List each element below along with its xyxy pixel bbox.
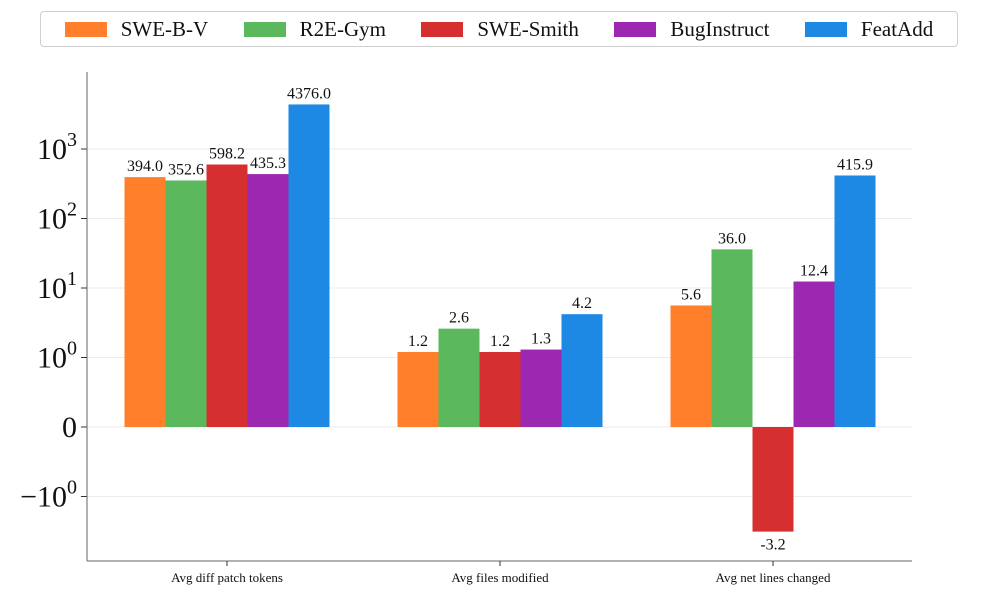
y-tick-label: 100 <box>37 338 77 375</box>
data-label: 36.0 <box>718 230 746 247</box>
x-tick-label: Avg diff patch tokens <box>171 570 283 585</box>
y-tick-label: 102 <box>37 199 77 236</box>
y-tick-label: 0 <box>62 411 77 444</box>
data-label: 394.0 <box>127 158 163 175</box>
data-label: 415.9 <box>837 156 873 173</box>
bar <box>520 349 562 427</box>
y-tick-label: 101 <box>37 268 77 305</box>
bar <box>793 281 835 427</box>
legend-swatch <box>421 21 464 37</box>
data-label: 4.2 <box>572 295 592 312</box>
bar <box>165 180 207 427</box>
bar <box>206 164 248 428</box>
bar <box>288 104 330 427</box>
y-tick-label: 103 <box>37 129 77 166</box>
legend-label: SWE-B-V <box>120 16 209 41</box>
bar <box>397 351 439 427</box>
legend-item-r2e-gym: R2E-Gym <box>243 16 386 42</box>
legend-item-featadd: FeatAdd <box>804 16 934 42</box>
bar <box>247 174 289 427</box>
bar <box>479 351 521 427</box>
bar <box>438 328 480 427</box>
legend-swatch <box>243 21 286 37</box>
data-label: 352.6 <box>168 161 204 178</box>
legend-label: SWE-Smith <box>477 16 579 41</box>
bar <box>834 175 876 427</box>
data-label: 12.4 <box>800 263 828 280</box>
bar <box>711 249 753 427</box>
data-label: 1.2 <box>490 333 510 350</box>
data-label: -3.2 <box>760 537 785 554</box>
bar <box>124 177 166 427</box>
data-label: 435.3 <box>250 155 286 172</box>
legend-swatch <box>804 21 847 37</box>
bar <box>752 427 794 532</box>
x-tick-label: Avg files modified <box>451 570 549 585</box>
data-label: 598.2 <box>209 146 245 163</box>
legend-swatch <box>614 21 657 37</box>
data-label: 1.2 <box>408 333 428 350</box>
bar <box>561 314 603 427</box>
legend-item-buginstruct: BugInstruct <box>614 17 769 42</box>
legend-item-swe-b-v: SWE-B-V <box>64 16 209 42</box>
bar <box>670 305 712 427</box>
legend-label: FeatAdd <box>860 16 934 41</box>
data-label: 4376.0 <box>287 85 331 102</box>
data-label: 2.6 <box>449 310 469 327</box>
data-label: 1.3 <box>531 331 551 348</box>
data-label: 5.6 <box>681 287 701 304</box>
y-tick-label: −100 <box>20 477 77 514</box>
x-tick-label: Avg net lines changed <box>716 570 831 585</box>
legend-swatch <box>64 21 107 37</box>
legend-label: R2E-Gym <box>299 16 386 41</box>
legend-label: BugInstruct <box>670 16 770 41</box>
legend-item-swe-smith: SWE-Smith <box>421 17 579 42</box>
legend: SWE-B-V R2E-Gym SWE-Smith BugInstruct Fe… <box>40 11 958 47</box>
